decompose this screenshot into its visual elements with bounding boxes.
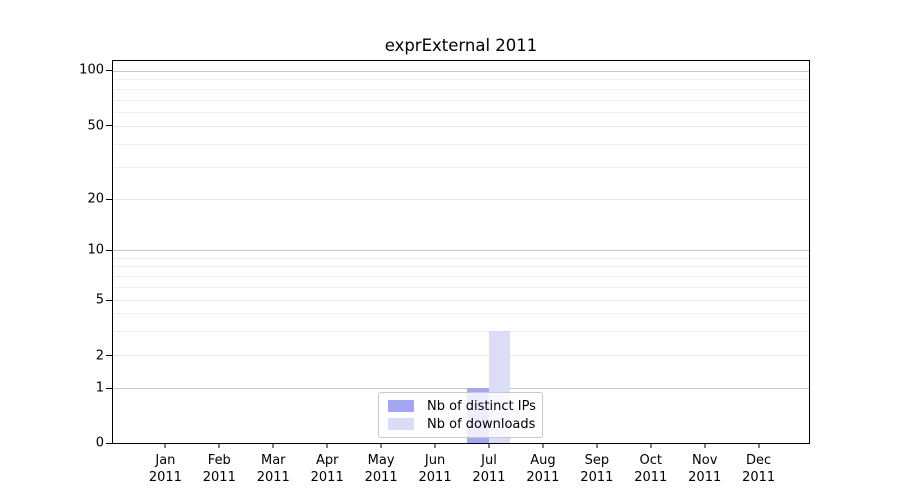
x-tick-label: Feb 2011 <box>203 452 236 486</box>
x-tick-month: Oct <box>639 453 662 468</box>
y-tick-label: 10 <box>87 242 104 258</box>
legend-item: Nb of downloads <box>388 415 536 433</box>
x-tick-year: 2011 <box>148 470 182 485</box>
y-minor-gridline <box>113 313 809 315</box>
x-tick-month: Mar <box>260 453 286 468</box>
y-tick-label: 2 <box>95 348 104 364</box>
y-axis-labels: 100 50 20 10 5 2 1 0 <box>0 60 104 450</box>
y-minor-gridline <box>113 79 809 81</box>
x-tick-year: 2011 <box>580 470 614 485</box>
x-tick-mark <box>704 444 706 448</box>
x-tick-label: Apr 2011 <box>311 452 344 486</box>
x-tick-mark <box>380 444 382 448</box>
y-tick-label: 20 <box>87 191 104 207</box>
y-gridline <box>113 126 809 128</box>
y-gridline <box>113 71 809 73</box>
y-tick-label: 0 <box>95 435 104 451</box>
x-tick-year: 2011 <box>742 470 776 485</box>
x-tick-mark <box>488 444 490 448</box>
x-tick-mark <box>758 444 760 448</box>
x-tick-year: 2011 <box>364 470 398 485</box>
plot-area: Nb of distinct IPs Nb of downloads <box>112 60 810 444</box>
y-minor-gridline <box>113 144 809 146</box>
y-tick-mark <box>106 125 112 127</box>
y-minor-gridline <box>113 99 809 101</box>
y-minor-gridline <box>113 275 809 277</box>
x-tick-month: Aug <box>530 453 556 468</box>
x-tick-label: May 2011 <box>365 452 398 486</box>
y-tick-label: 5 <box>95 292 104 308</box>
x-tick-label: Jan 2011 <box>149 452 182 486</box>
x-tick-year: 2011 <box>310 470 344 485</box>
x-tick-month: Apr <box>315 453 339 468</box>
x-axis-tick-marks <box>112 444 810 449</box>
y-tick-mark <box>106 355 112 357</box>
x-tick-mark <box>326 444 328 448</box>
y-minor-gridline <box>113 330 809 332</box>
y-gridline <box>113 250 809 252</box>
x-tick-label: Jul 2011 <box>472 452 505 486</box>
y-minor-gridline <box>113 167 809 169</box>
x-tick-year: 2011 <box>256 470 290 485</box>
x-tick-label: Jun 2011 <box>419 452 452 486</box>
x-tick-month: Jun <box>424 453 446 468</box>
y-gridline <box>113 199 809 201</box>
legend-item: Nb of distinct IPs <box>388 397 536 415</box>
x-tick-label: Nov 2011 <box>688 452 721 486</box>
legend: Nb of distinct IPs Nb of downloads <box>378 392 543 438</box>
x-tick-label: Mar 2011 <box>257 452 290 486</box>
y-tick-label: 50 <box>87 118 104 134</box>
x-tick-label: Sep 2011 <box>580 452 613 486</box>
y-minor-gridline <box>113 88 809 90</box>
y-tick-label: 1 <box>95 380 104 396</box>
x-tick-mark <box>164 444 166 448</box>
y-minor-gridline <box>113 257 809 259</box>
x-tick-year: 2011 <box>472 470 506 485</box>
x-tick-label: Aug 2011 <box>526 452 559 486</box>
chart-title: exprExternal 2011 <box>384 36 538 55</box>
y-tick-mark <box>106 299 112 301</box>
x-tick-month: Feb <box>207 453 231 468</box>
y-minor-gridline <box>113 266 809 268</box>
x-tick-month: May <box>367 453 395 468</box>
x-tick-month: Jan <box>155 453 176 468</box>
x-tick-label: Dec 2011 <box>742 452 775 486</box>
y-gridline <box>113 299 809 301</box>
x-tick-year: 2011 <box>688 470 722 485</box>
legend-item-label: Nb of downloads <box>427 416 536 432</box>
x-axis-labels: Jan 2011 Feb 2011 Mar 2011 Apr 2011 May 2011 Jun 20… <box>112 452 810 492</box>
x-tick-month: Dec <box>746 453 772 468</box>
y-tick-mark <box>106 249 112 251</box>
x-tick-mark <box>650 444 652 448</box>
x-tick-month: Nov <box>692 453 718 468</box>
x-tick-mark <box>596 444 598 448</box>
y-tick-label: 100 <box>79 62 104 78</box>
x-tick-year: 2011 <box>526 470 560 485</box>
y-tick-mark <box>106 387 112 389</box>
x-tick-month: Sep <box>584 453 610 468</box>
x-tick-label: Oct 2011 <box>634 452 667 486</box>
x-tick-year: 2011 <box>418 470 452 485</box>
y-tick-mark <box>106 198 112 200</box>
y-minor-gridline <box>113 111 809 113</box>
y-tick-mark <box>106 69 112 71</box>
y-tick-mark <box>106 442 112 444</box>
legend-swatch <box>388 418 414 430</box>
x-tick-mark <box>434 444 436 448</box>
y-axis-tick-marks <box>106 60 112 444</box>
x-tick-mark <box>542 444 544 448</box>
x-tick-year: 2011 <box>202 470 236 485</box>
y-minor-gridline <box>113 286 809 288</box>
y-gridline <box>113 387 809 389</box>
legend-item-label: Nb of distinct IPs <box>427 398 536 414</box>
y-gridline <box>113 355 809 357</box>
x-tick-mark <box>272 444 274 448</box>
x-tick-month: Jul <box>481 453 497 468</box>
x-tick-year: 2011 <box>634 470 668 485</box>
legend-swatch <box>388 400 414 412</box>
x-tick-mark <box>218 444 220 448</box>
